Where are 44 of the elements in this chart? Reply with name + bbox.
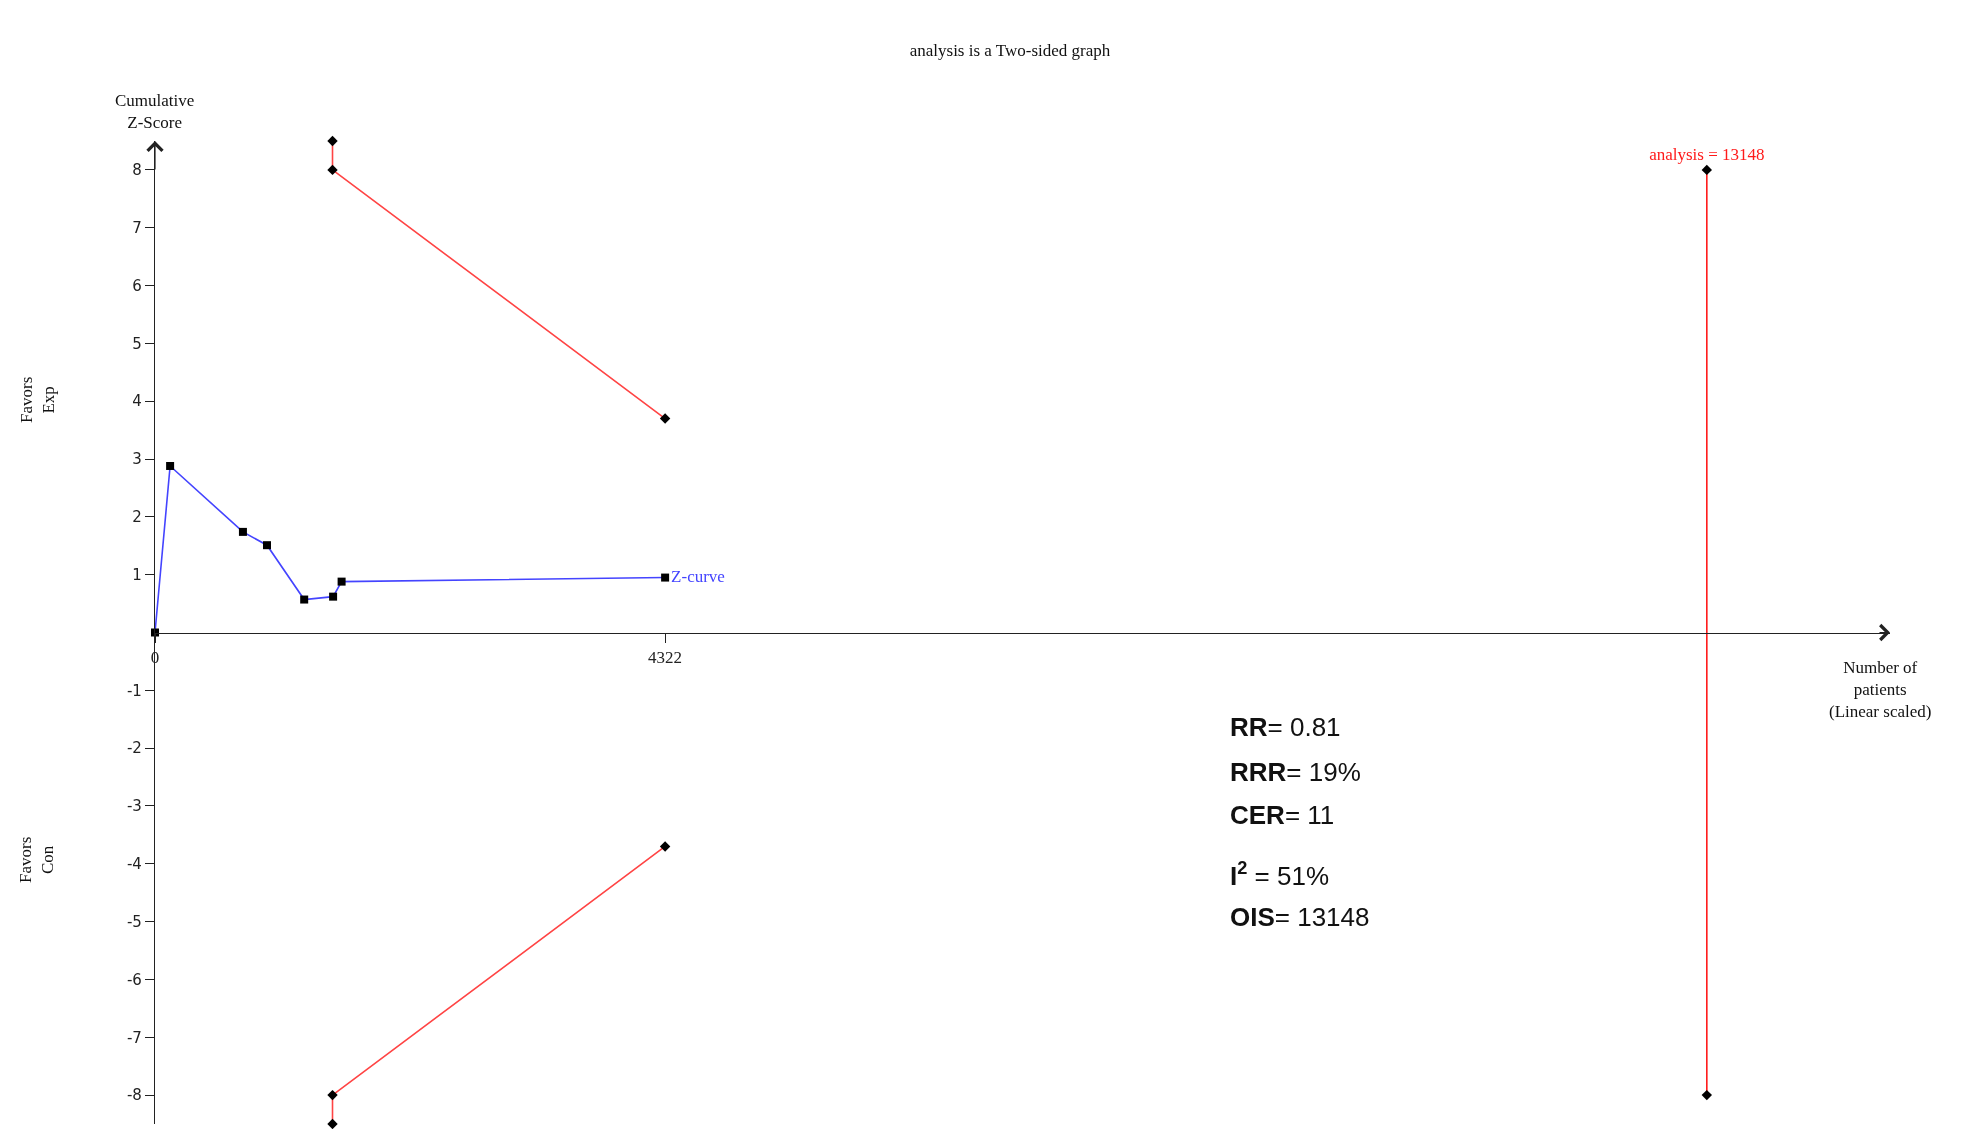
text: Favors Con (16, 836, 58, 883)
point (166, 461, 175, 470)
series-label: Z-curve (671, 566, 725, 586)
y-tick-label: -5 (126, 912, 142, 931)
point (263, 541, 272, 550)
annotation: I$^{2}$ = 51% (1230, 858, 1330, 891)
y-tick-label: 3 (132, 450, 142, 469)
y-tick-label: -3 (126, 797, 142, 816)
annotation: CER= 11 (1230, 800, 1335, 830)
point (1701, 1089, 1713, 1101)
annotation: RRR= 19% (1230, 757, 1361, 787)
annotation: RR= 0.81 (1230, 712, 1341, 742)
text: Favors Exp (17, 376, 59, 423)
y-tick-label: -6 (126, 970, 142, 989)
point (337, 577, 346, 586)
point (238, 527, 247, 536)
y-tick-label: -7 (126, 1028, 142, 1047)
point (300, 595, 309, 604)
point (327, 164, 338, 176)
y-axis-title: Cumulative Z-Score (115, 91, 195, 133)
series-label: analysis = 13148 (1649, 144, 1765, 164)
y-tick-label: 1 (132, 565, 142, 584)
point (327, 1118, 338, 1129)
y-tick-label: -8 (126, 1086, 142, 1105)
y-tick-label: 6 (132, 276, 142, 295)
y-tick-label: -1 (126, 681, 142, 700)
y-tick-label: 8 (132, 161, 142, 180)
chart-title: analysis is a Two-sided graph (909, 40, 1111, 60)
point (329, 592, 338, 601)
y-tick-label: 7 (132, 218, 142, 237)
point (327, 135, 338, 147)
point (661, 573, 670, 582)
y-tick-label: -2 (126, 739, 142, 758)
x-axis-title: Number of patients (Linear scaled) (1829, 658, 1932, 722)
y-tick-label: -4 (126, 855, 142, 874)
point (659, 413, 671, 424)
y-tick-label: 5 (132, 334, 142, 353)
point (327, 1089, 338, 1101)
y-tick-label: 2 (132, 508, 142, 527)
point (1701, 164, 1713, 176)
x-tick-label: 4322 (648, 648, 683, 667)
y-tick-label: 4 (132, 392, 142, 411)
point (659, 841, 671, 852)
annotation: OIS= 13148 (1230, 902, 1370, 932)
